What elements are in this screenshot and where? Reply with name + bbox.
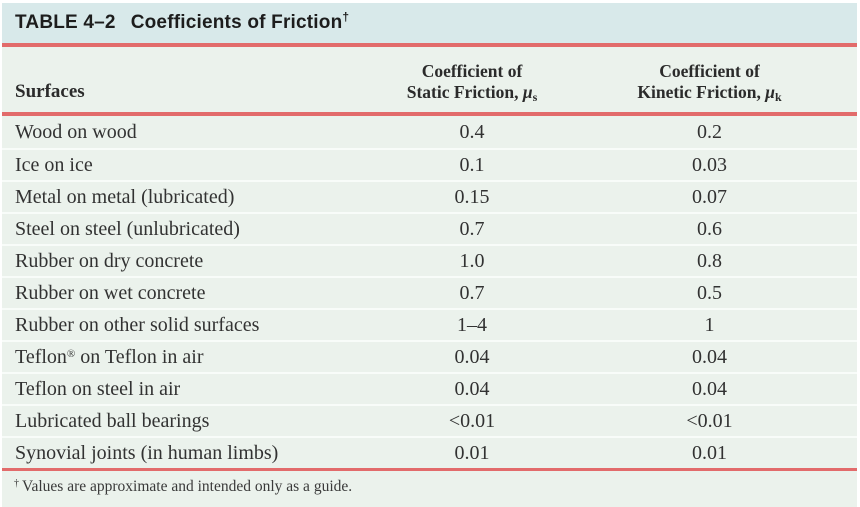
table-row: Synovial joints (in human limbs) 0.01 0.… [2,436,857,468]
surface-cell: Ice on ice [15,153,93,176]
static-cell: 0.4 [459,120,485,143]
kinetic-cell: 0.04 [692,377,727,400]
table-row: Metal on metal (lubricated) 0.15 0.07 [2,180,857,212]
kinetic-header-line1: Coefficient of [659,61,760,81]
static-cell: 0.04 [454,377,490,400]
surface-cell: Metal on metal (lubricated) [15,185,235,208]
table-footnote: † Values are approximate and intended onl… [2,471,857,507]
column-header-surfaces: Surfaces [15,81,85,102]
static-cell: 1–4 [457,313,487,336]
surface-cell: Rubber on wet concrete [15,281,206,304]
kinetic-cell: <0.01 [686,409,733,432]
surface-cell: Teflon® on Teflon in air [15,345,204,368]
table-row: Teflon on steel in air 0.04 0.04 [2,372,857,404]
kinetic-cell: 0.04 [692,345,727,368]
table-row: Rubber on wet concrete 0.7 0.5 [2,276,857,308]
header-rule [2,112,857,116]
table-title-text: Coefficients of Friction [130,12,343,33]
mu-subscript-k: k [774,90,782,104]
mu-symbol: μ [522,82,533,102]
table-row: Teflon® on Teflon in air 0.04 0.04 [2,340,857,372]
kinetic-header-text: Kinetic Friction, [637,82,766,102]
kinetic-cell: 0.01 [692,441,727,464]
column-header-static: Coefficient of Static Friction, μs [342,61,602,103]
mu-subscript-s: s [532,90,538,104]
surface-cell: Steel on steel (unlubricated) [15,217,240,240]
table-row: Wood on wood 0.4 0.2 [2,116,857,148]
title-dagger: † [342,10,350,24]
mu-symbol: μ [765,82,775,102]
static-cell: 0.04 [454,345,490,368]
column-header-kinetic: Coefficient of Kinetic Friction, μk [602,61,817,103]
static-header-line1: Coefficient of [421,61,523,81]
static-cell: <0.01 [448,409,496,432]
surface-cell: Teflon on steel in air [15,377,181,400]
table-row: Rubber on dry concrete 1.0 0.8 [2,244,857,276]
surface-cell: Wood on wood [15,120,137,143]
static-cell: 0.15 [454,185,490,208]
static-cell: 0.01 [454,441,490,464]
static-header-line2: Static Friction, μs [342,82,602,103]
friction-table: TABLE 4–2 Coefficients of Friction† Surf… [2,3,857,507]
kinetic-cell: 0.6 [697,217,722,240]
surface-cell: Lubricated ball bearings [15,409,210,432]
table-row: Rubber on other solid surfaces 1–4 1 [2,308,857,340]
column-header-row: Surfaces Coefficient of Static Friction,… [2,47,857,112]
bottom-rule [2,468,857,471]
kinetic-cell: 0.5 [697,281,722,304]
top-rule [2,43,857,47]
static-cell: 1.0 [459,249,485,272]
surface-cell: Synovial joints (in human limbs) [15,441,279,464]
table-title-bar: TABLE 4–2 Coefficients of Friction† [2,3,857,43]
kinetic-cell: 0.03 [692,153,727,176]
kinetic-cell: 1 [704,313,715,336]
kinetic-header-line2: Kinetic Friction, μk [602,82,817,103]
static-header-text: Static Friction, [406,82,523,102]
table-row: Ice on ice 0.1 0.03 [2,148,857,180]
kinetic-cell: 0.8 [697,249,722,272]
footnote-text: Values are approximate and intended only… [22,478,353,495]
surface-cell: Rubber on dry concrete [15,249,204,272]
static-cell: 0.7 [459,281,485,304]
table-row: Lubricated ball bearings <0.01 <0.01 [2,404,857,436]
kinetic-cell: 0.2 [697,120,722,143]
footnote-dagger: † [14,478,19,489]
table-body: Wood on wood 0.4 0.2 Ice on ice 0.1 0.03… [2,116,857,468]
table-row: Steel on steel (unlubricated) 0.7 0.6 [2,212,857,244]
table-title: Coefficients of Friction† [130,10,350,34]
static-cell: 0.7 [459,217,485,240]
static-cell: 0.1 [459,153,485,176]
kinetic-cell: 0.07 [692,185,727,208]
table-number: TABLE 4–2 [15,12,116,33]
surface-cell: Rubber on other solid surfaces [15,313,260,336]
